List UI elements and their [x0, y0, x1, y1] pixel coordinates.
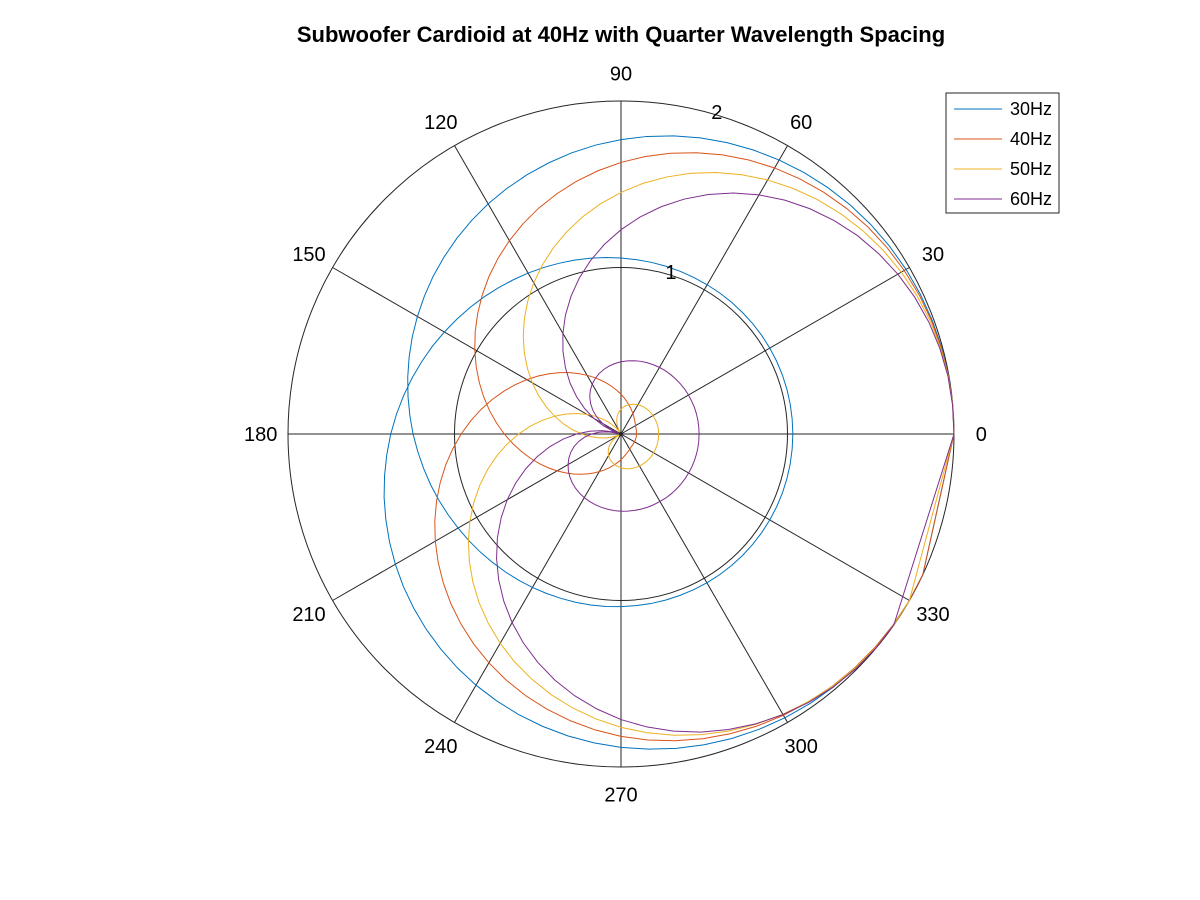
legend-label-50Hz: 50Hz — [1010, 159, 1052, 179]
grid-spoke-120 — [454, 145, 622, 435]
series-line-60Hz — [496, 192, 955, 733]
angle-tick-label: 330 — [916, 604, 949, 626]
series-lines — [383, 135, 955, 750]
angle-tick-label: 150 — [292, 244, 325, 266]
legend: 30Hz 40Hz 50Hz 60Hz — [945, 92, 1060, 214]
grid-spoke-30 — [620, 267, 910, 435]
angle-tick-label: 180 — [244, 424, 277, 446]
legend-box — [945, 92, 1060, 214]
series-line-50Hz — [467, 172, 955, 736]
tick-labels: 0 30 60 90 120 150 180 210 240 270 300 330 1 2 — [244, 64, 987, 807]
grid-spoke-210 — [332, 433, 622, 601]
angle-tick-label: 0 — [976, 424, 987, 446]
angle-tick-label: 60 — [790, 112, 812, 134]
angle-tick-label: 90 — [610, 64, 632, 86]
angle-tick-label: 120 — [424, 112, 457, 134]
series-line-40Hz — [434, 152, 955, 742]
grid-spoke-150 — [332, 267, 622, 435]
angle-tick-label: 30 — [922, 244, 944, 266]
angle-tick-label: 240 — [424, 736, 457, 758]
radius-tick-label: 2 — [711, 102, 722, 124]
polar-grid — [287, 100, 955, 768]
angle-tick-label: 300 — [785, 736, 818, 758]
grid-spoke-300 — [620, 433, 788, 723]
grid-spoke-240 — [454, 433, 622, 723]
angle-tick-label: 270 — [604, 784, 637, 806]
radius-tick-label: 1 — [665, 262, 676, 284]
series-line-30Hz — [383, 135, 955, 750]
angle-tick-label: 210 — [292, 604, 325, 626]
legend-label-30Hz: 30Hz — [1010, 99, 1052, 119]
legend-label-40Hz: 40Hz — [1010, 129, 1052, 149]
grid-spoke-330 — [620, 433, 910, 601]
legend-label-60Hz: 60Hz — [1010, 189, 1052, 209]
chart-title: Subwoofer Cardioid at 40Hz with Quarter … — [297, 22, 945, 47]
grid-spoke-60 — [620, 145, 788, 435]
